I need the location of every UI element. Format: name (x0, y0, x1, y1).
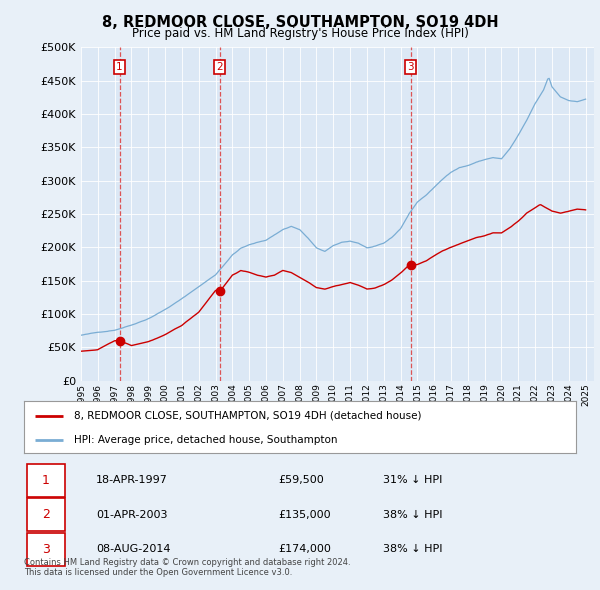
Text: 31% ↓ HPI: 31% ↓ HPI (383, 476, 442, 485)
Text: 01-APR-2003: 01-APR-2003 (96, 510, 167, 520)
Text: HPI: Average price, detached house, Southampton: HPI: Average price, detached house, Sout… (74, 435, 337, 445)
Text: 1: 1 (42, 474, 50, 487)
FancyBboxPatch shape (27, 464, 65, 497)
Text: 2: 2 (42, 508, 50, 522)
FancyBboxPatch shape (27, 498, 65, 532)
Text: £135,000: £135,000 (278, 510, 331, 520)
Text: 3: 3 (407, 62, 414, 72)
Text: 38% ↓ HPI: 38% ↓ HPI (383, 545, 442, 554)
Text: 3: 3 (42, 543, 50, 556)
Text: 38% ↓ HPI: 38% ↓ HPI (383, 510, 442, 520)
Text: Contains HM Land Registry data © Crown copyright and database right 2024.
This d: Contains HM Land Registry data © Crown c… (24, 558, 350, 577)
Text: 1: 1 (116, 62, 123, 72)
FancyBboxPatch shape (27, 533, 65, 566)
Text: 8, REDMOOR CLOSE, SOUTHAMPTON, SO19 4DH (detached house): 8, REDMOOR CLOSE, SOUTHAMPTON, SO19 4DH … (74, 411, 421, 421)
Text: 2: 2 (217, 62, 223, 72)
Text: 8, REDMOOR CLOSE, SOUTHAMPTON, SO19 4DH: 8, REDMOOR CLOSE, SOUTHAMPTON, SO19 4DH (101, 15, 499, 30)
Text: £59,500: £59,500 (278, 476, 323, 485)
Text: £174,000: £174,000 (278, 545, 331, 554)
Text: 08-AUG-2014: 08-AUG-2014 (96, 545, 170, 554)
Text: 18-APR-1997: 18-APR-1997 (96, 476, 167, 485)
Text: Price paid vs. HM Land Registry's House Price Index (HPI): Price paid vs. HM Land Registry's House … (131, 27, 469, 40)
